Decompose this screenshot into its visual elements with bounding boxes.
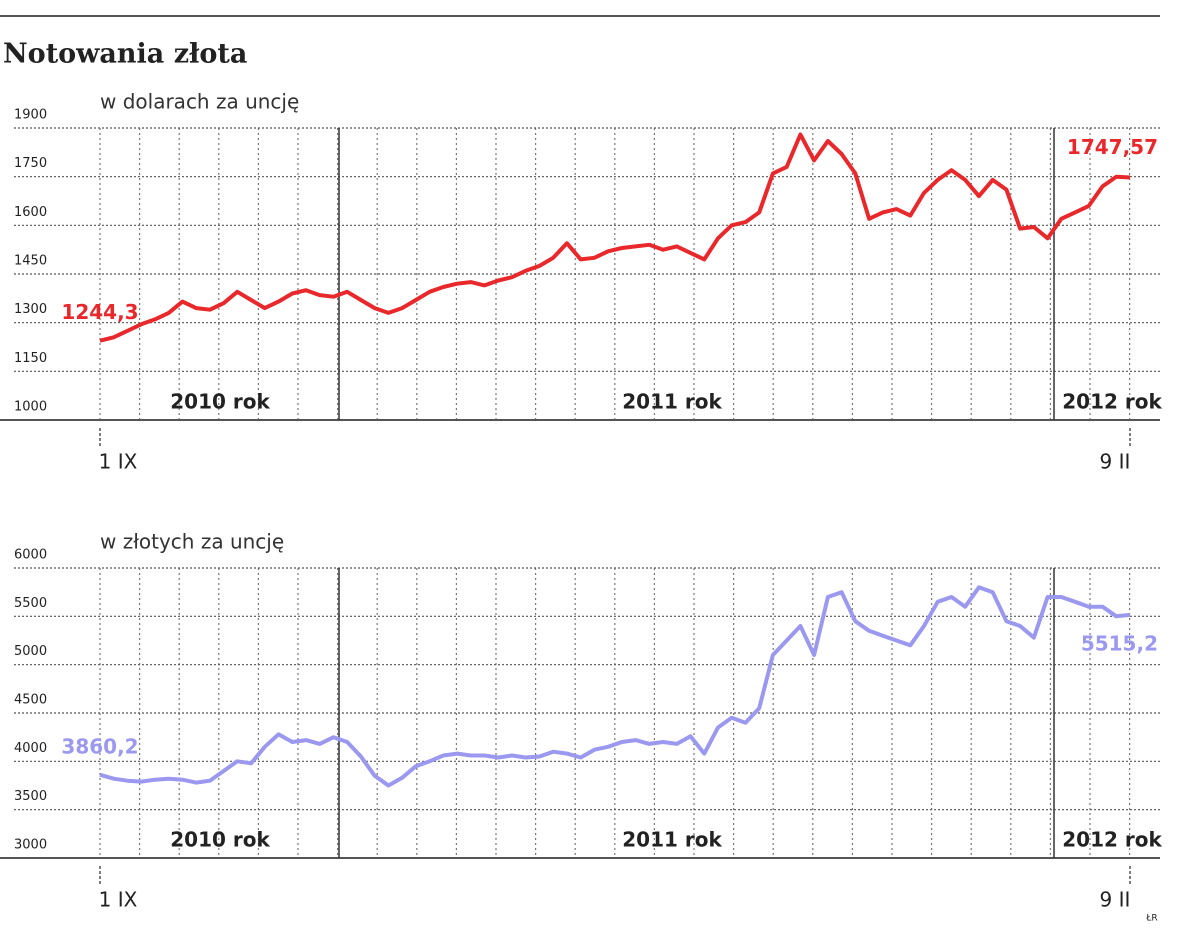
credit: ŁR <box>1145 914 1157 924</box>
x-tick-label: 9 II <box>1100 888 1131 912</box>
y-tick-label: 1600 <box>14 205 47 220</box>
subtitle: w dolarach za uncję <box>100 90 299 114</box>
year-label: 2012 rok <box>1062 390 1162 414</box>
y-tick-label: 1300 <box>14 302 47 317</box>
year-label: 2010 rok <box>170 390 270 414</box>
value-label: 3860,2 <box>61 734 138 758</box>
year-label: 2011 rok <box>622 828 722 852</box>
y-tick-label: 1000 <box>14 400 47 415</box>
x-tick-label: 9 II <box>1100 450 1131 474</box>
y-tick-label: 1450 <box>14 254 47 269</box>
value-label: 5515,2 <box>1081 631 1158 655</box>
y-tick-label: 1900 <box>14 108 47 123</box>
y-tick-label: 5500 <box>14 596 47 611</box>
y-tick-label: 5000 <box>14 644 47 659</box>
year-label: 2012 rok <box>1062 828 1162 852</box>
y-tick-label: 4000 <box>14 741 47 756</box>
y-tick-label: 1150 <box>14 351 47 366</box>
y-tick-label: 4500 <box>14 693 47 708</box>
year-label: 2011 rok <box>622 390 722 414</box>
title: Notowania złota <box>3 39 247 70</box>
year-label: 2010 rok <box>170 828 270 852</box>
value-label: 1747,57 <box>1067 135 1158 159</box>
x-tick-label: 1 IX <box>99 450 138 474</box>
x-tick-label: 1 IX <box>99 888 138 912</box>
subtitle: w złotych za uncję <box>100 530 284 554</box>
y-tick-label: 6000 <box>14 548 47 563</box>
y-tick-label: 3500 <box>14 789 47 804</box>
price-line <box>99 585 1131 788</box>
value-label: 1244,3 <box>61 300 138 324</box>
price-line <box>99 132 1131 343</box>
y-tick-label: 1750 <box>14 156 47 171</box>
y-tick-label: 3000 <box>14 838 47 853</box>
